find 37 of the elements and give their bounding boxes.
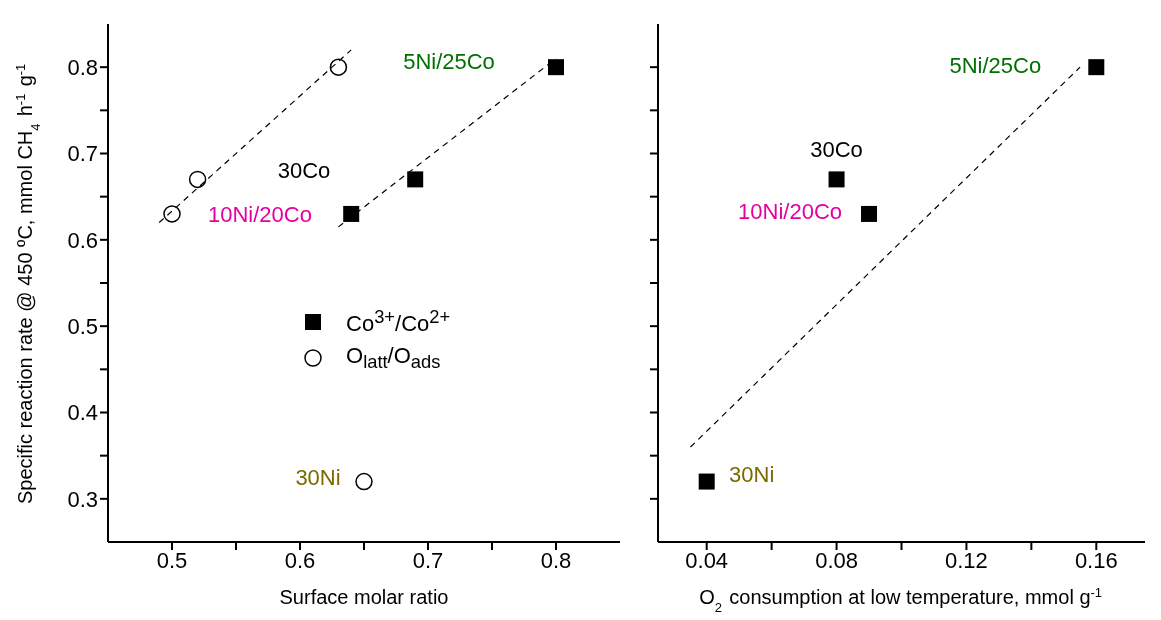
x-tick-label: 0.08	[815, 547, 858, 573]
x-axis-title: O$_{2}$ consumption at low temperature, mmol g$^{-1}$	[699, 584, 1103, 615]
y-tick-label: 0.8	[67, 54, 98, 80]
x-tick-label: 0.8	[540, 547, 572, 573]
point	[407, 171, 424, 188]
point	[548, 59, 564, 76]
point	[861, 205, 878, 222]
x-tick-label: 0.16	[1074, 547, 1118, 573]
y-tick-label: 0.4	[67, 400, 98, 426]
annotation: 5Ni/25Co	[403, 48, 495, 74]
legend-label: Co$^{3+}$/Co$^{2+}$	[346, 306, 451, 338]
annotation: 30Co	[810, 136, 863, 162]
y-tick-label: 0.6	[67, 227, 98, 253]
y-tick-label: 0.3	[67, 486, 98, 512]
y-tick-label: 0.7	[67, 141, 98, 167]
point	[343, 205, 360, 222]
point	[828, 171, 845, 188]
point	[1088, 59, 1105, 76]
annotation: 30Ni	[729, 461, 775, 487]
annotation: 10Ni/20Co	[208, 201, 312, 227]
point	[329, 58, 348, 76]
annotation: 30Ni	[295, 464, 341, 490]
point	[188, 170, 207, 189]
point	[355, 472, 373, 491]
x-tick-label: 0.04	[685, 547, 729, 573]
annotation: 5Ni/25Co	[949, 52, 1042, 78]
legend-label: O$_{latt}$/O$_{ads}$	[346, 342, 441, 374]
annotation: 30Co	[277, 158, 331, 184]
x-tick-label: 0.12	[945, 547, 988, 573]
point	[698, 473, 715, 490]
point	[163, 205, 181, 223]
x-tick-label: 0.6	[284, 547, 316, 573]
x-axis-title: Surface molar ratio	[279, 586, 449, 608]
x-tick-label: 0.5	[156, 547, 188, 573]
annotation: 10Ni/20Co	[738, 198, 843, 224]
x-tick-label: 0.7	[412, 547, 444, 573]
y-tick-label: 0.5	[67, 313, 98, 339]
